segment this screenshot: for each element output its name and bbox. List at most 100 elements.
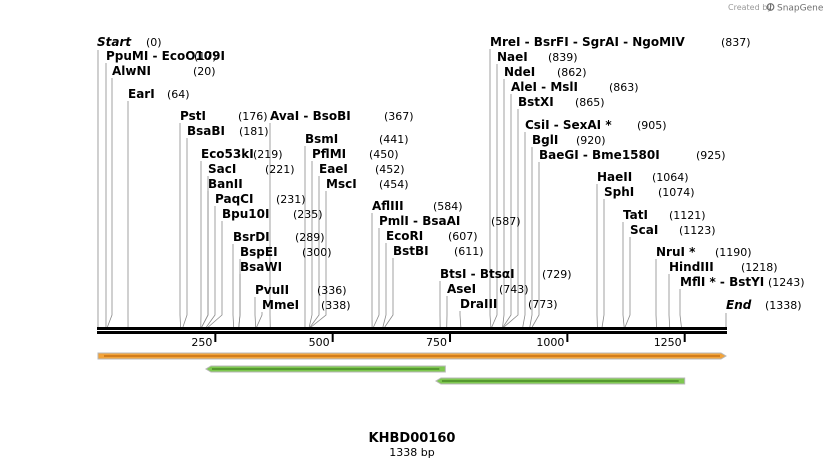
cut-site-leader xyxy=(502,79,505,328)
enzyme-name: AleI - MslI xyxy=(511,80,578,94)
cut-site-leader xyxy=(601,199,605,328)
cut-position: (1243) xyxy=(768,276,805,289)
enzyme-name: BsaWI xyxy=(240,260,282,274)
cut-position: (64) xyxy=(167,88,190,101)
enzyme-name: AvaI - BsoBI xyxy=(270,109,351,123)
cut-site-leader xyxy=(208,221,223,328)
cut-position: (1190) xyxy=(715,246,752,259)
cut-site-leader xyxy=(489,49,492,328)
cut-position: (235) xyxy=(293,208,323,221)
cut-site-leader xyxy=(502,94,512,328)
cut-site-leader xyxy=(201,176,209,328)
enzyme-name: BanII xyxy=(208,177,243,191)
enzyme-name: BspEI xyxy=(240,245,278,259)
cut-site-leader xyxy=(522,132,526,328)
enzyme-name: MreI - BsrFI - SgrAI - NgoMIV xyxy=(490,35,686,49)
cut-site-leader xyxy=(655,259,657,328)
cut-position: (336) xyxy=(317,284,347,297)
cut-position: (1064) xyxy=(652,171,689,184)
end-label-text: End xyxy=(726,298,752,312)
enzyme-name: SphI xyxy=(604,185,634,199)
enzyme-name: DraIII xyxy=(460,297,497,311)
sequence-length: 1338 bp xyxy=(389,446,434,459)
cut-position: (862) xyxy=(557,66,587,79)
cut-position: (743) xyxy=(499,283,529,296)
cut-position: (1121) xyxy=(669,209,706,222)
cut-position: (1123) xyxy=(679,224,716,237)
cut-position: (611) xyxy=(454,245,484,258)
cut-position: (863) xyxy=(609,81,639,94)
enzyme-name: NruI * xyxy=(656,245,696,259)
sequence-title: KHBD00160 xyxy=(369,431,456,446)
enzyme-name: AlwNI xyxy=(112,64,151,78)
ruler-tick-label: 750 xyxy=(426,336,447,349)
cut-site-leader xyxy=(310,191,327,328)
ruler: 250 500 750 1000 1250 xyxy=(191,334,686,349)
start-position: (0) xyxy=(146,36,162,49)
enzyme-name: PvuII xyxy=(255,283,289,297)
brand-text: SnapGene xyxy=(777,4,824,14)
cut-site-leader xyxy=(373,228,380,328)
cut-site-leader xyxy=(491,64,498,328)
cut-position: (1218) xyxy=(741,261,778,274)
enzyme-name: BsrDI xyxy=(233,230,270,244)
cut-site-leader xyxy=(238,274,241,328)
ruler-tick-label: 500 xyxy=(309,336,330,349)
enzyme-name: Bpu10I xyxy=(222,207,269,221)
cut-site-leader xyxy=(529,147,533,328)
cut-position: (920) xyxy=(576,134,606,147)
cut-position: (773) xyxy=(528,298,558,311)
cut-position: (441) xyxy=(379,133,409,146)
enzyme-name: AflIII xyxy=(372,199,404,213)
enzyme-name: HindIII xyxy=(669,260,714,274)
cut-position: (587) xyxy=(491,215,521,228)
cut-site-leader xyxy=(256,312,263,328)
cut-position: (176) xyxy=(238,110,268,123)
cut-position: (584) xyxy=(433,200,463,213)
cut-site-leader xyxy=(201,191,209,328)
enzyme-name: BaeGI - Bme1580I xyxy=(539,148,660,162)
enzyme-name: TatI xyxy=(623,208,648,222)
cut-position: (925) xyxy=(696,149,726,162)
cut-site-leader xyxy=(668,274,671,328)
enzyme-name: Eco53kI xyxy=(201,147,254,161)
created-by-text: Created by xyxy=(728,3,772,12)
cut-position: (219) xyxy=(253,148,283,161)
enzyme-name: NdeI xyxy=(504,65,535,79)
enzyme-name: PmlI - BsaAI xyxy=(379,214,460,228)
cut-site-leader xyxy=(309,176,320,328)
features-track xyxy=(97,352,727,385)
snapgene-logo-icon xyxy=(766,3,775,11)
enzyme-name: AseI xyxy=(447,282,476,296)
enzyme-name: HaeII xyxy=(597,170,632,184)
enzyme-name: BstBI xyxy=(393,244,429,258)
cut-site-leader xyxy=(622,222,625,328)
cut-position: (231) xyxy=(276,193,306,206)
dna-backbone xyxy=(97,327,727,334)
cut-site-leader xyxy=(679,289,682,328)
enzyme-name: MmeI xyxy=(262,298,299,312)
cut-position: (839) xyxy=(548,51,578,64)
end-label: End (1338) xyxy=(726,298,802,312)
enzyme-name: PflMI xyxy=(312,147,346,161)
cut-site-leader xyxy=(206,206,216,328)
end-position: (1338) xyxy=(765,299,802,312)
start-label-text: Start xyxy=(97,35,132,49)
cut-site-leader xyxy=(179,123,182,328)
ruler-tick-label: 1250 xyxy=(654,336,682,349)
cut-site-leader xyxy=(624,237,631,328)
cut-position: (181) xyxy=(239,125,269,138)
enzyme-name: BtsI - BtsαI xyxy=(440,267,515,281)
cut-site-leader xyxy=(107,78,113,328)
enzyme-name: CsiI - SexAI * xyxy=(525,118,612,132)
cut-position: (367) xyxy=(384,110,414,123)
enzyme-name: BglI xyxy=(532,133,558,147)
enzyme-name: BsmI xyxy=(305,132,338,146)
enzyme-name: EcoRI xyxy=(386,229,423,243)
cut-position: (20) xyxy=(193,65,216,78)
cut-site-leader xyxy=(384,258,394,328)
cut-site-leader xyxy=(254,297,257,328)
cut-position: (289) xyxy=(295,231,325,244)
cut-position: (1074) xyxy=(658,186,695,199)
start-label: Start (0) xyxy=(97,35,162,49)
